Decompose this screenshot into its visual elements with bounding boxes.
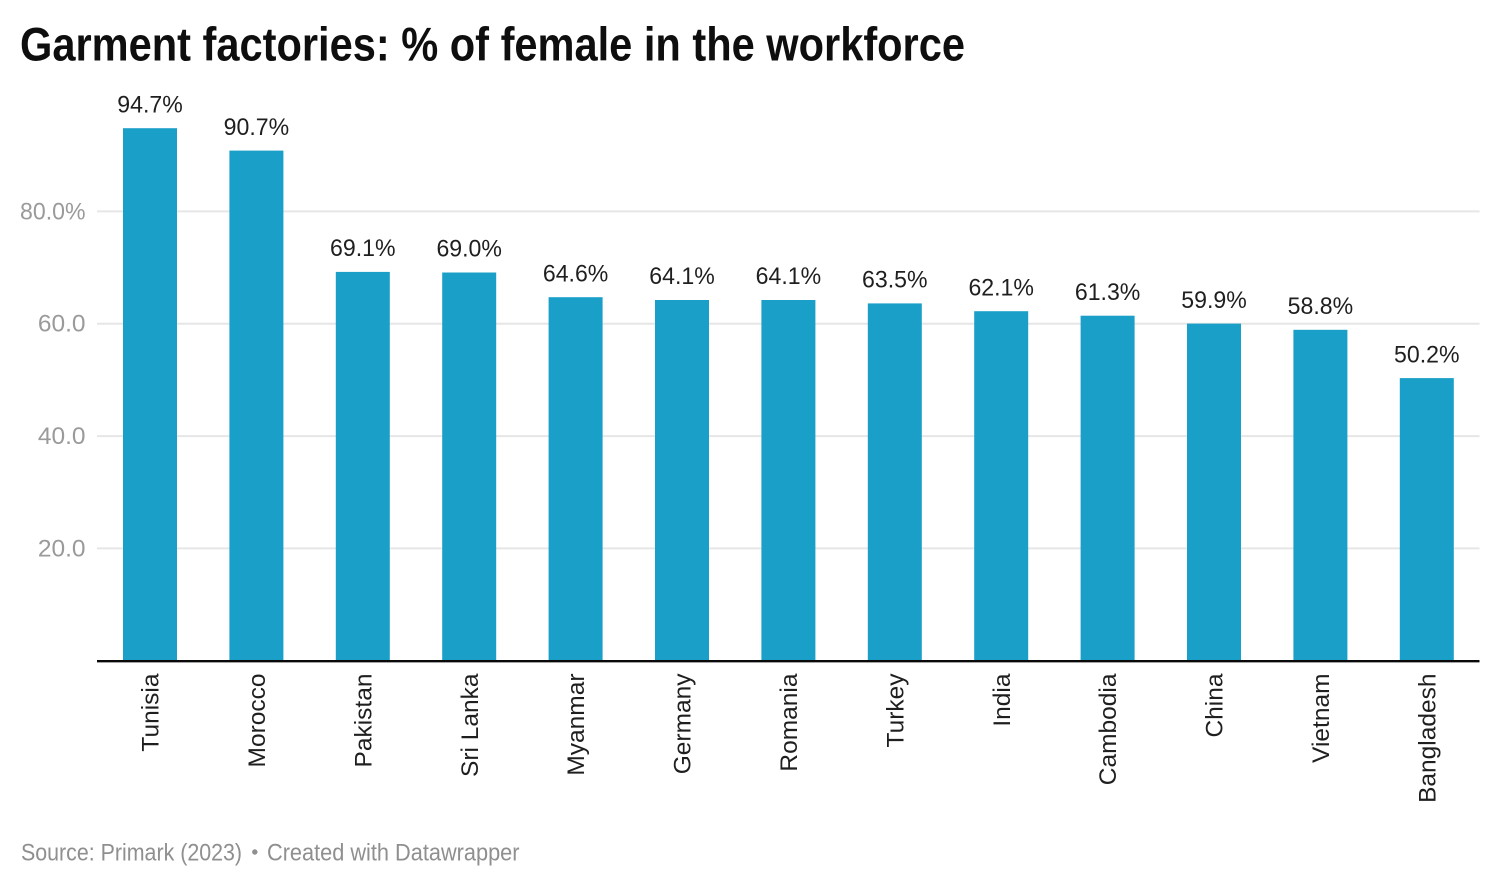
svg-text:69.0%: 69.0% — [436, 236, 502, 263]
svg-text:India: India — [989, 673, 1016, 727]
svg-text:64.6%: 64.6% — [543, 260, 609, 287]
svg-text:Turkey: Turkey — [882, 673, 909, 748]
svg-text:63.5%: 63.5% — [862, 267, 928, 294]
svg-text:Germany: Germany — [670, 673, 697, 775]
svg-text:90.7%: 90.7% — [224, 114, 290, 141]
svg-text:64.1%: 64.1% — [756, 263, 822, 290]
svg-text:69.1%: 69.1% — [330, 235, 396, 262]
svg-text:50.2%: 50.2% — [1394, 341, 1460, 368]
svg-text:Romania: Romania — [776, 673, 803, 771]
svg-text:Cambodia: Cambodia — [1095, 673, 1122, 785]
svg-text:58.8%: 58.8% — [1288, 293, 1354, 320]
svg-text:China: China — [1202, 673, 1229, 737]
svg-text:Tunisia: Tunisia — [138, 673, 165, 751]
svg-text:59.9%: 59.9% — [1181, 287, 1247, 314]
svg-text:Morocco: Morocco — [244, 674, 271, 768]
svg-text:Vietnam: Vietnam — [1308, 674, 1335, 763]
svg-text:64.1%: 64.1% — [649, 263, 715, 290]
svg-text:40.0: 40.0 — [38, 423, 86, 450]
svg-text:61.3%: 61.3% — [1075, 279, 1141, 306]
svg-text:80.0%: 80.0% — [20, 198, 86, 225]
svg-text:62.1%: 62.1% — [968, 274, 1034, 301]
svg-text:Garment factories: % of female: Garment factories: % of female in the wo… — [20, 19, 965, 72]
svg-text:94.7%: 94.7% — [117, 91, 183, 118]
svg-text:Created with Datawrapper: Created with Datawrapper — [267, 840, 520, 867]
svg-text:60.0: 60.0 — [38, 311, 86, 338]
svg-text:Bangladesh: Bangladesh — [1414, 674, 1441, 803]
svg-text:Source: Primark (2023): Source: Primark (2023) — [21, 840, 242, 867]
svg-text:20.0: 20.0 — [38, 535, 86, 562]
svg-text:Myanmar: Myanmar — [563, 674, 590, 776]
svg-text:Sri Lanka: Sri Lanka — [457, 673, 484, 777]
svg-text:Pakistan: Pakistan — [350, 674, 377, 768]
